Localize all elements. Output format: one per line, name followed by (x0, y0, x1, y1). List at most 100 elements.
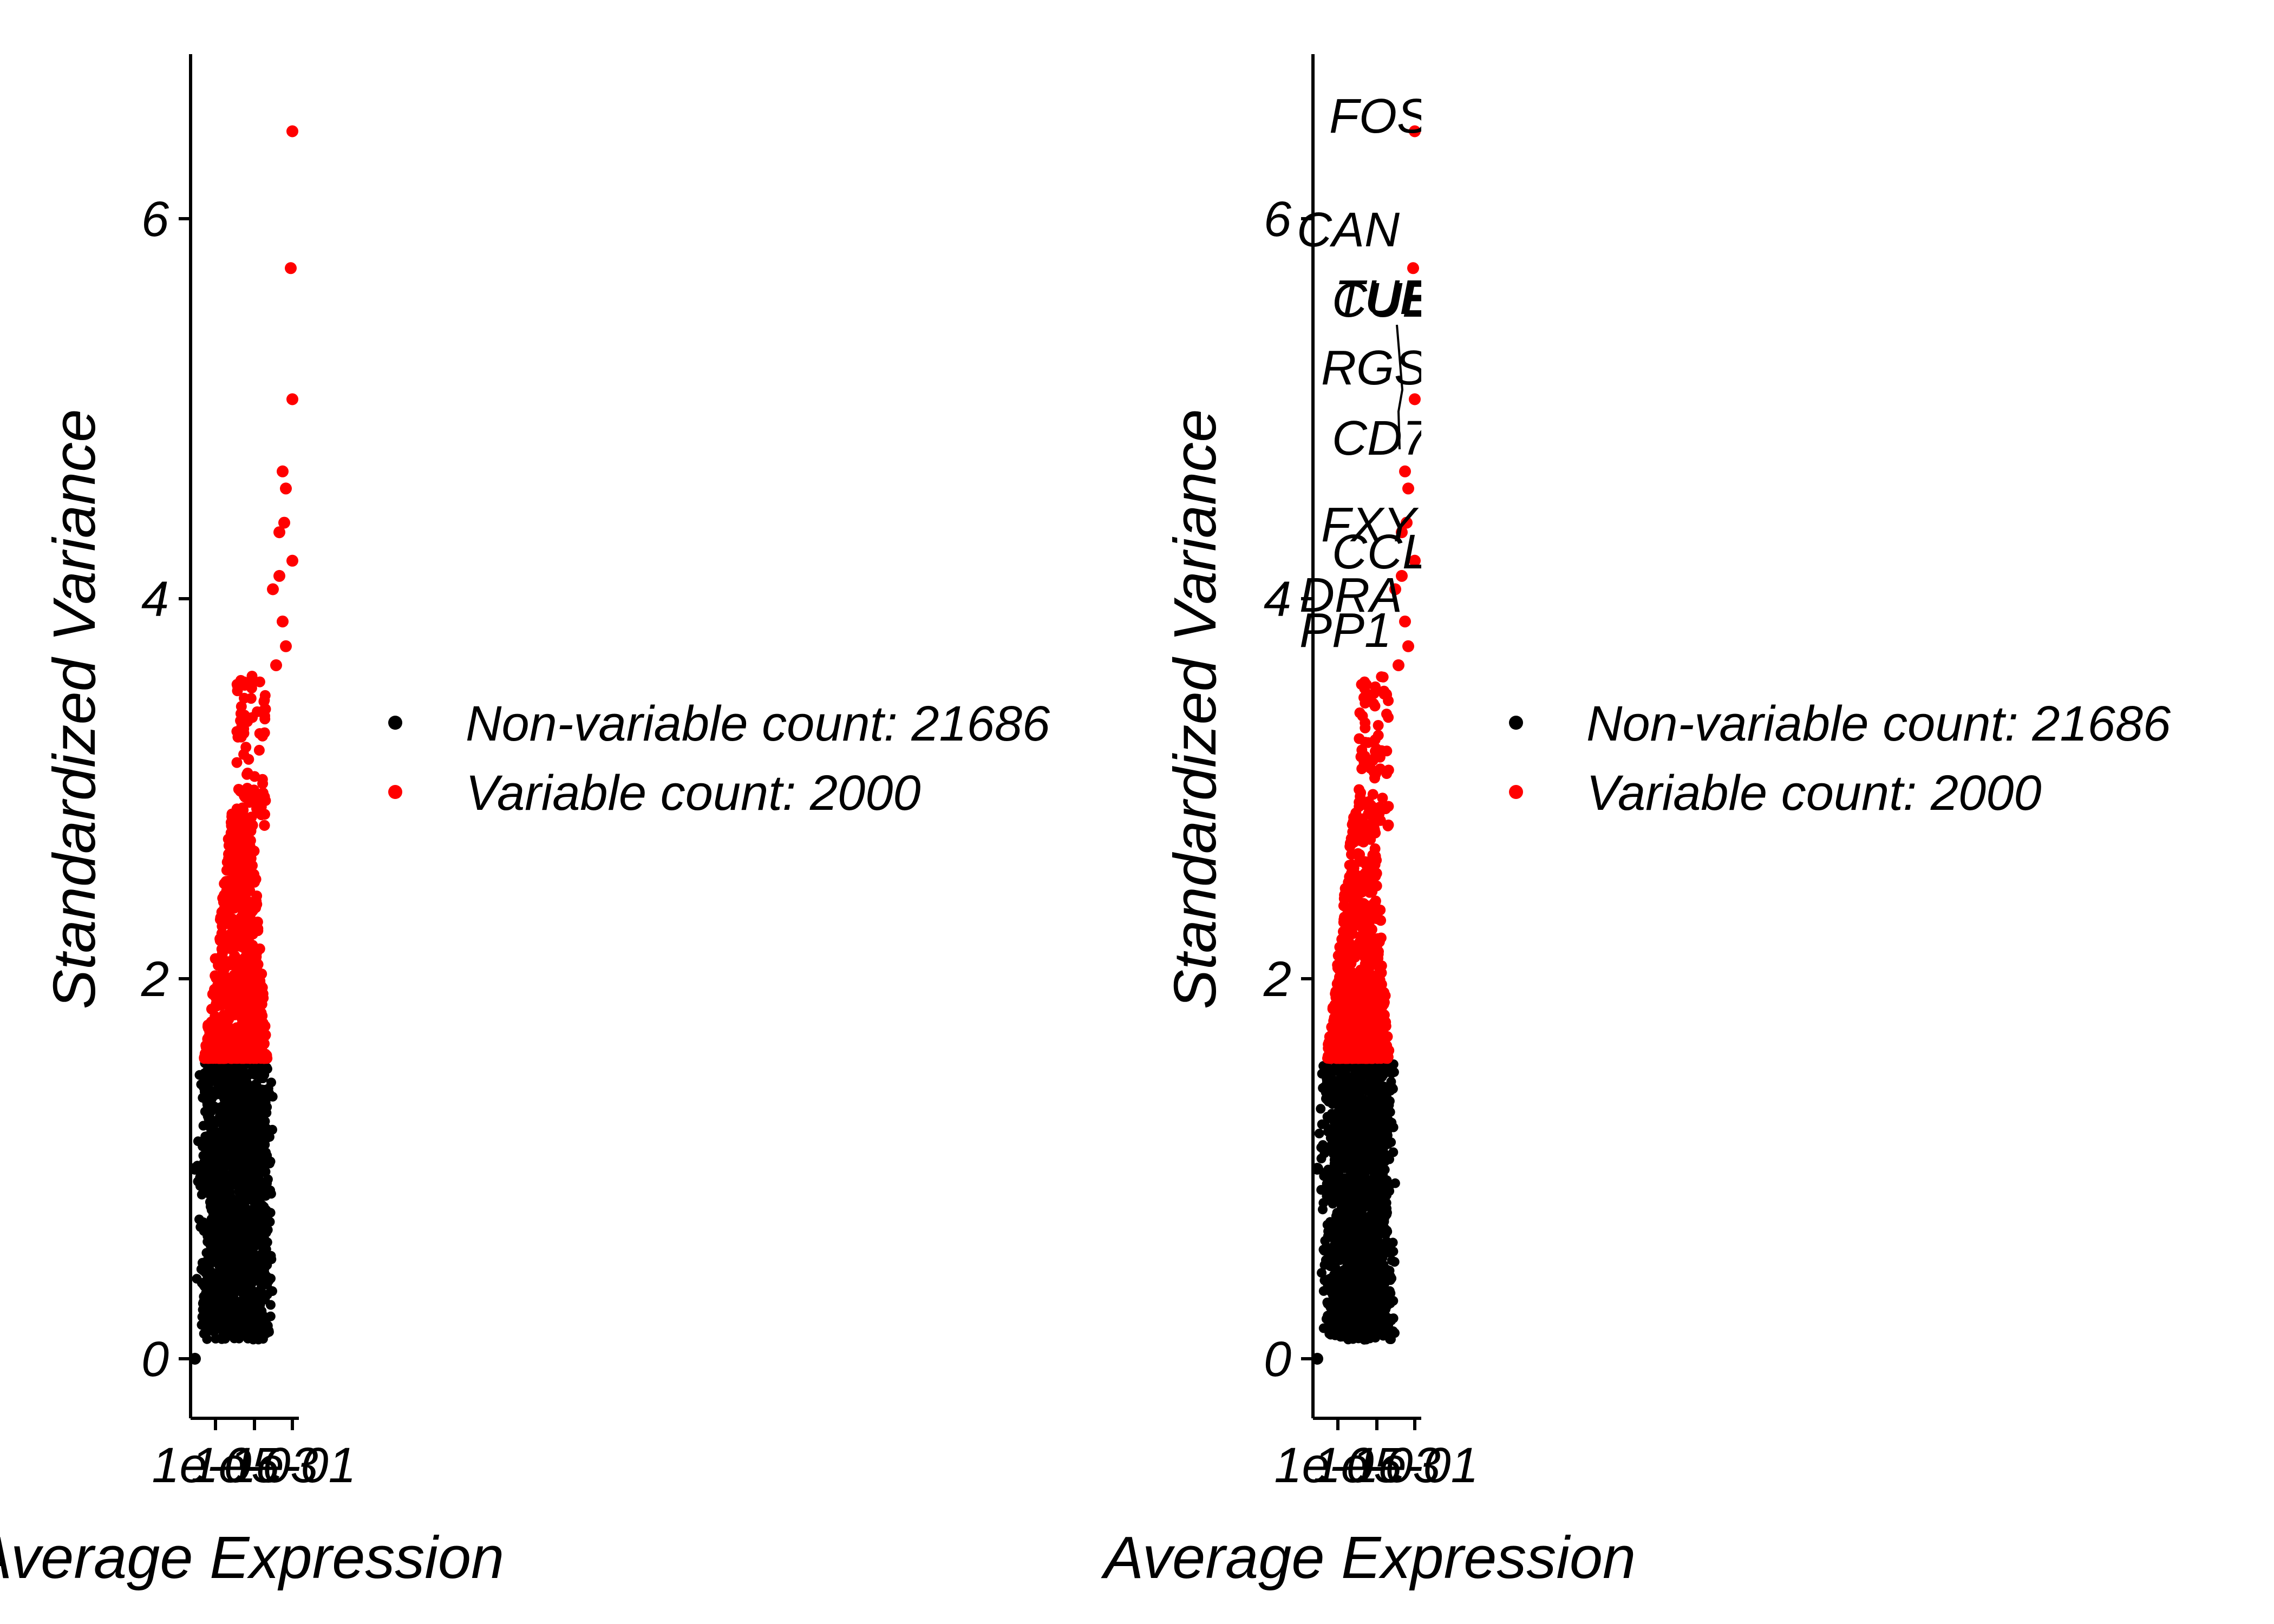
data-point-non-variable (252, 1090, 263, 1099)
data-point-variable (1373, 730, 1384, 741)
data-point-variable (251, 803, 262, 814)
data-point-non-variable (1325, 1330, 1336, 1340)
data-point-non-variable (265, 1156, 276, 1167)
data-point-variable (1370, 681, 1381, 692)
point-cloud-non-variable (1311, 1053, 1400, 1365)
data-point-non-variable (242, 1326, 252, 1336)
data-point-variable (218, 919, 230, 930)
legend-key (388, 716, 402, 730)
data-point-non-variable (1319, 1275, 1330, 1286)
data-point-variable (1361, 679, 1372, 690)
data-point-non-variable (215, 1179, 226, 1189)
data-point-non-variable (1343, 1179, 1353, 1189)
data-point-non-variable (1350, 1083, 1360, 1093)
data-point-non-variable (226, 1286, 236, 1296)
data-point-non-variable (244, 1308, 254, 1319)
data-point-variable (1349, 920, 1361, 932)
data-point-non-variable (236, 1119, 246, 1129)
data-point-variable-top (286, 554, 298, 567)
data-point-non-variable (256, 1176, 266, 1187)
point-cloud-variable (199, 125, 298, 1064)
data-point-non-variable (217, 1191, 227, 1201)
data-point-variable-top (277, 615, 289, 628)
data-point-variable (1356, 744, 1368, 756)
data-point-non-variable (216, 1239, 226, 1249)
data-point-non-variable (1318, 1198, 1329, 1208)
data-point-non-variable (1323, 1164, 1334, 1175)
data-point-non-variable (231, 1296, 241, 1306)
data-point-non-variable (220, 1087, 230, 1097)
data-point-variable (1362, 696, 1373, 707)
gene-label: CD7 (1332, 411, 1431, 466)
data-point-variable-top (286, 393, 298, 405)
data-point-variable (1335, 1042, 1346, 1053)
gene-label: FOS (1329, 89, 1429, 143)
data-point-variable (227, 841, 238, 852)
legend-label: Non-variable count: 21686 (466, 696, 1050, 751)
data-point-non-variable (1329, 1116, 1339, 1126)
data-point-variable-top (1396, 526, 1408, 539)
data-point-variable (242, 860, 253, 872)
data-point-variable-top (280, 482, 292, 495)
data-point-variable (244, 678, 256, 689)
data-point-non-variable (206, 1185, 217, 1195)
data-point-non-variable (264, 1327, 274, 1337)
data-point-variable (210, 1053, 221, 1064)
data-point-non-variable (1367, 1247, 1377, 1257)
data-point-variable (1367, 984, 1377, 996)
data-point-non-variable (233, 1208, 244, 1219)
data-point-non-variable (200, 1268, 211, 1278)
gene-label: TUE (1335, 271, 1433, 325)
data-point-variable (1362, 946, 1374, 957)
data-point-non-variable (1364, 1221, 1374, 1231)
label-leader-line (1396, 324, 1404, 450)
data-point-non-variable (256, 1098, 266, 1108)
data-point-non-variable (254, 1063, 265, 1073)
data-point-variable-top (1393, 659, 1404, 671)
data-point-variable (1368, 959, 1380, 970)
data-point-non-variable (220, 1114, 230, 1124)
data-point-variable (245, 946, 257, 957)
data-point-non-variable (258, 1130, 268, 1141)
data-point-non-variable (204, 1115, 214, 1125)
point-cloud-non-variable (189, 1053, 278, 1365)
data-point-non-variable (1380, 1197, 1390, 1207)
data-point-non-variable (1385, 1334, 1395, 1344)
data-point-non-variable (226, 1228, 236, 1238)
data-point-non-variable (224, 1217, 234, 1227)
y-tick-label: 0 (1264, 1332, 1291, 1387)
data-point-non-variable (1356, 1229, 1367, 1240)
data-point-variable (243, 1024, 254, 1035)
data-point-variable (250, 954, 262, 965)
data-point-non-variable (1375, 1082, 1385, 1092)
data-point-non-variable (1345, 1062, 1355, 1072)
data-point-non-variable (242, 1208, 252, 1219)
x-tick-label: 1e-01 (1351, 1438, 1478, 1493)
data-point-non-variable (260, 1246, 271, 1256)
x-tick-label: 1e-05 (1274, 1438, 1402, 1493)
data-point-variable (1382, 820, 1394, 831)
data-point-non-variable (207, 1092, 218, 1103)
data-point-variable (252, 1003, 263, 1014)
data-point-variable (1364, 887, 1375, 898)
data-point-variable (239, 961, 250, 972)
data-point-variable (257, 730, 268, 742)
data-point-variable (237, 881, 249, 892)
data-point-non-variable (220, 1334, 230, 1344)
data-point-variable (1358, 818, 1369, 830)
data-point-variable-top (273, 569, 285, 582)
x-tick-label: 1e-05 (152, 1438, 279, 1493)
data-point-non-variable (1357, 1265, 1368, 1275)
data-point-variable (1354, 733, 1365, 744)
data-point-variable (214, 1035, 226, 1046)
data-point-non-variable (1319, 1148, 1330, 1158)
data-point-non-variable (1376, 1314, 1386, 1324)
data-point-non-variable (205, 1149, 215, 1160)
data-point-non-variable (1364, 1185, 1375, 1195)
data-point-variable-top (280, 640, 292, 652)
y-axis-title: Standardized Variance (41, 409, 108, 1010)
data-point-variable (1354, 784, 1365, 795)
data-point-non-variable (1334, 1168, 1344, 1178)
